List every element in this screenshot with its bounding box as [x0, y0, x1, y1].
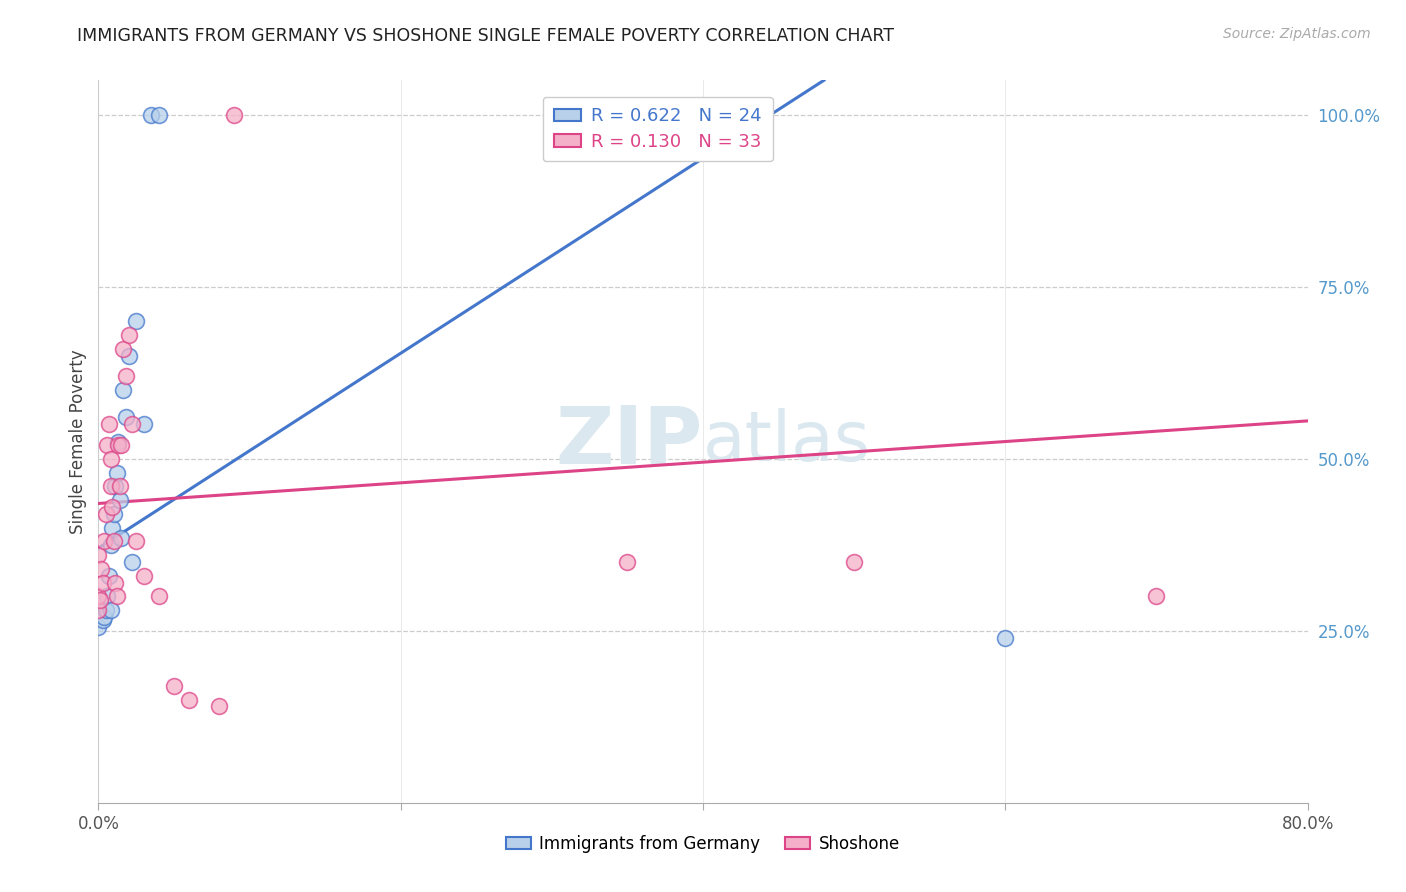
Point	[114, 369, 136, 384]
Point	[104, 479, 127, 493]
Point	[224, 108, 246, 122]
Point	[141, 108, 163, 122]
Point	[103, 507, 125, 521]
Point	[104, 575, 127, 590]
Point	[148, 590, 170, 604]
Point	[100, 538, 122, 552]
Point	[125, 314, 148, 328]
Point	[89, 592, 111, 607]
Point	[844, 555, 866, 569]
Point	[110, 531, 132, 545]
Point	[107, 434, 129, 449]
Point	[101, 500, 124, 514]
Point	[118, 327, 141, 342]
Point	[118, 349, 141, 363]
Point	[108, 479, 131, 493]
Point	[91, 575, 114, 590]
Point	[121, 555, 143, 569]
Point	[103, 534, 125, 549]
Point	[100, 479, 122, 493]
Point	[87, 548, 110, 562]
Point	[93, 610, 115, 624]
Point	[98, 417, 121, 432]
Point	[96, 590, 118, 604]
Point	[163, 679, 186, 693]
Point	[132, 417, 155, 432]
Point	[105, 466, 128, 480]
Y-axis label: Single Female Poverty: Single Female Poverty	[69, 350, 87, 533]
Point	[91, 614, 114, 628]
Point	[98, 568, 121, 582]
Point	[96, 438, 118, 452]
Point	[108, 493, 131, 508]
Point	[105, 590, 128, 604]
Point	[994, 631, 1017, 645]
Legend: Immigrants from Germany, Shoshone: Immigrants from Germany, Shoshone	[499, 828, 907, 860]
Point	[125, 534, 148, 549]
Point	[94, 603, 117, 617]
Point	[101, 520, 124, 534]
Text: Source: ZipAtlas.com: Source: ZipAtlas.com	[1223, 27, 1371, 41]
Point	[114, 410, 136, 425]
Point	[107, 438, 129, 452]
Point	[179, 692, 201, 706]
Point	[616, 555, 638, 569]
Point	[110, 438, 132, 452]
Point	[111, 342, 134, 356]
Point	[90, 562, 112, 576]
Text: atlas: atlas	[703, 408, 870, 475]
Point	[100, 603, 122, 617]
Point	[87, 620, 110, 634]
Point	[100, 451, 122, 466]
Point	[148, 108, 170, 122]
Point	[93, 534, 115, 549]
Point	[87, 603, 110, 617]
Point	[208, 699, 231, 714]
Text: ZIP: ZIP	[555, 402, 703, 481]
Point	[121, 417, 143, 432]
Point	[87, 590, 110, 604]
Point	[111, 383, 134, 397]
Point	[94, 507, 117, 521]
Point	[132, 568, 155, 582]
Text: IMMIGRANTS FROM GERMANY VS SHOSHONE SINGLE FEMALE POVERTY CORRELATION CHART: IMMIGRANTS FROM GERMANY VS SHOSHONE SING…	[77, 27, 894, 45]
Point	[1144, 590, 1167, 604]
